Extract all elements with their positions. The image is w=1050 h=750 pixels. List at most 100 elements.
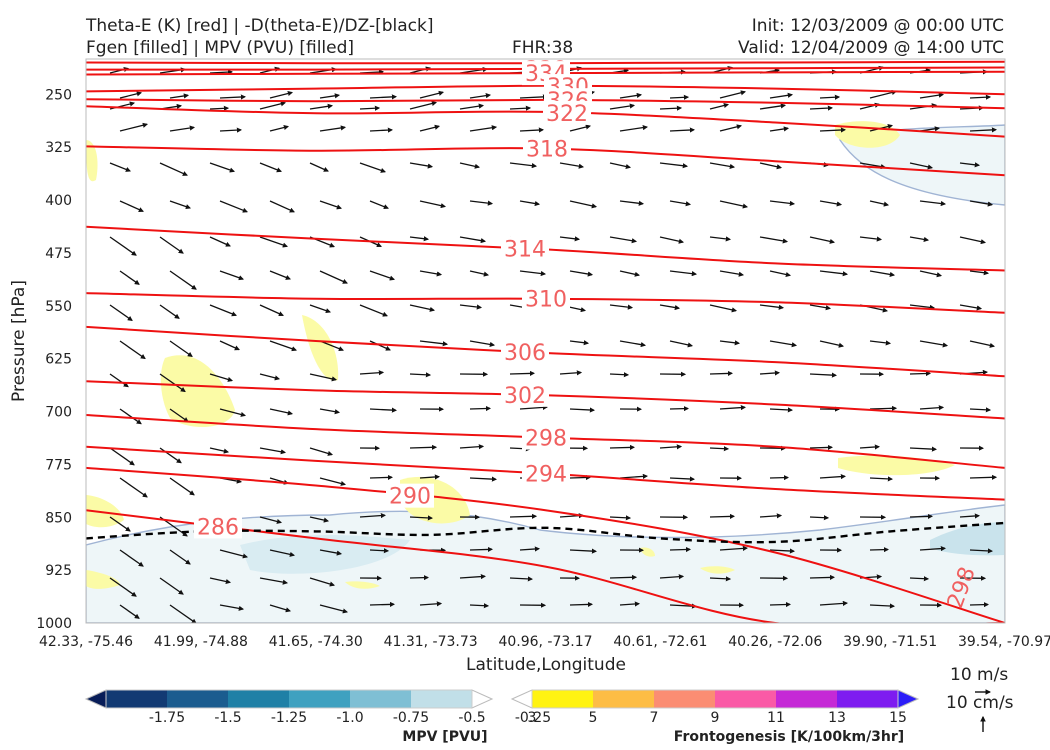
wind-vector (219, 127, 243, 133)
x-axis-ticks: 42.33, -75.46 41.99, -74.88 41.65, -74.30 4… (39, 634, 1050, 650)
mpv-surface-region (86, 504, 1005, 623)
wind-vector (819, 94, 841, 100)
theta-e-label-bg (522, 425, 570, 450)
colorbar-segment (106, 690, 168, 708)
wind-vector (319, 340, 344, 352)
wind-vector (969, 407, 992, 413)
fgen-colorbar-label: Frontogenesis [K/100km/3hr] (674, 729, 904, 745)
wind-vector (709, 576, 732, 582)
wind-vector (409, 575, 430, 581)
wind-vector (309, 304, 331, 314)
init-time: Init: 12/03/2009 @ 00:00 UTC (751, 16, 1004, 36)
theta-e-label-bg (522, 286, 570, 311)
wind-vector (709, 446, 730, 452)
wind-vector (869, 340, 892, 346)
wind-vector (369, 340, 391, 351)
wind-vector (469, 200, 494, 206)
wind-vector (509, 162, 538, 169)
wind-vector (469, 93, 492, 99)
wind-vector (909, 162, 934, 170)
x-tick-label: 40.96, -73.17 (498, 634, 592, 650)
wind-vector (369, 200, 389, 210)
wind-vector (759, 304, 785, 310)
wind-vector (409, 444, 438, 450)
theta-e-label-314: 314 (504, 237, 546, 262)
mpv-colorbar: -1.75 -1.5 -1.25 -1.0 -0.75 -0.5 -0.25 (84, 689, 551, 726)
wind-vector (509, 105, 532, 111)
colorbar-tick-label: -0.25 (515, 710, 551, 726)
wind-vector (669, 94, 690, 100)
wind-vectors (109, 65, 998, 623)
wind-vector (969, 127, 998, 133)
theta-e-label-294: 294 (525, 463, 567, 488)
y-axis-label: Pressure [hPa] (9, 280, 29, 402)
x-tick-label: 39.54, -70.97 (958, 634, 1050, 650)
wind-vector (369, 474, 394, 481)
wind-vector (209, 69, 234, 75)
colorbar-segment (532, 690, 594, 708)
wind-vector (169, 340, 193, 357)
x-tick-label: 40.61, -72.61 (613, 634, 707, 650)
wind-vector (169, 549, 191, 565)
wind-vector (719, 404, 747, 411)
wind-vector (869, 270, 896, 277)
mpv-colorbar-label: MPV [PVU] (402, 729, 487, 745)
wind-vector (219, 340, 240, 351)
wind-vector (309, 577, 335, 587)
wind-vector (509, 370, 536, 377)
wind-vector (159, 577, 184, 595)
wind-vector (819, 473, 847, 480)
colorbar-segment (167, 690, 229, 708)
wind-vector (569, 548, 598, 554)
wind-vector (909, 304, 936, 310)
fgen-colorbar: 3 5 7 9 11 13 15 (510, 689, 920, 726)
wind-vector (969, 340, 996, 348)
wind-vector (869, 603, 896, 609)
wind-vector (319, 549, 343, 556)
y-tick-label: 400 (45, 193, 72, 209)
wind-vector (769, 340, 798, 348)
wind-vector (109, 373, 129, 388)
theta-e-label-bg (194, 514, 242, 539)
wind-vector (209, 236, 231, 247)
wind-vector (609, 574, 638, 580)
wind-vector (769, 601, 792, 608)
wind-vector (419, 90, 445, 99)
wind-vector (469, 270, 490, 277)
wind-vector (359, 105, 381, 111)
wind-vector (209, 304, 237, 317)
mpv-negative-patch (930, 522, 1005, 556)
wind-vector (759, 236, 789, 244)
wind-vector (169, 477, 195, 496)
wind-vector (719, 200, 749, 209)
colorbar-tick-label: -0.5 (458, 710, 485, 726)
x-axis-label: Latitude,Longitude (466, 655, 626, 675)
wind-vector (919, 270, 943, 278)
colorbar-segment (228, 690, 290, 708)
wind-vector (909, 576, 930, 582)
wind-vector (169, 604, 197, 623)
y-tick-label: 250 (45, 87, 72, 103)
wind-vector (119, 549, 144, 567)
wind-vector (759, 103, 787, 110)
plot-frame (85, 58, 1006, 624)
colorbar-tick-label: 3 (528, 710, 537, 726)
wind-vector (969, 270, 990, 276)
wind-vector (659, 236, 685, 244)
wind-vector (709, 102, 730, 110)
wind-vector (969, 474, 998, 480)
wind-vector (869, 547, 890, 553)
wind-vector (769, 200, 796, 206)
wind-vector (969, 602, 990, 608)
wind-vector (219, 200, 248, 213)
wind-vector (459, 573, 487, 580)
wind-vector (919, 92, 945, 99)
wind-vector (919, 200, 947, 207)
colorbar-tick-label: 5 (589, 710, 598, 726)
wind-vector (659, 162, 689, 169)
wind-vector (809, 105, 834, 111)
wind-vector (969, 94, 992, 100)
wind-vector (669, 127, 696, 133)
theta-e-label-bg (386, 483, 434, 508)
